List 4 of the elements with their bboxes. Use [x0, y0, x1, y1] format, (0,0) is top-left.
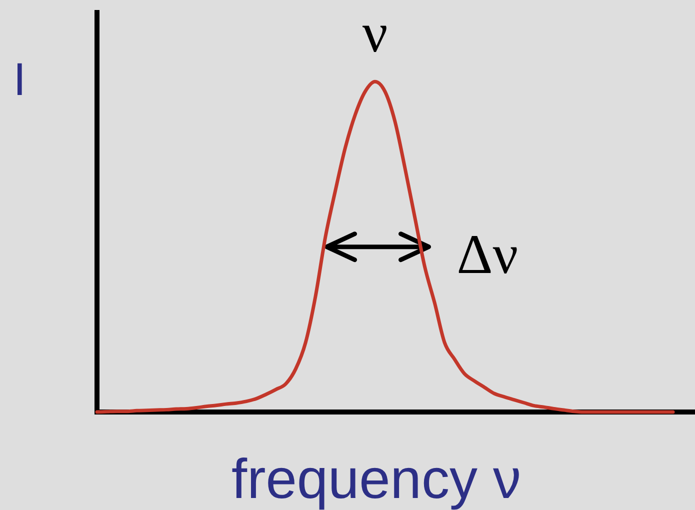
annotation: Δν	[456, 224, 518, 286]
x-axis-title: frequency ν	[232, 447, 522, 510]
annotation: ν	[362, 2, 388, 65]
y-axis-title: I	[13, 53, 26, 105]
